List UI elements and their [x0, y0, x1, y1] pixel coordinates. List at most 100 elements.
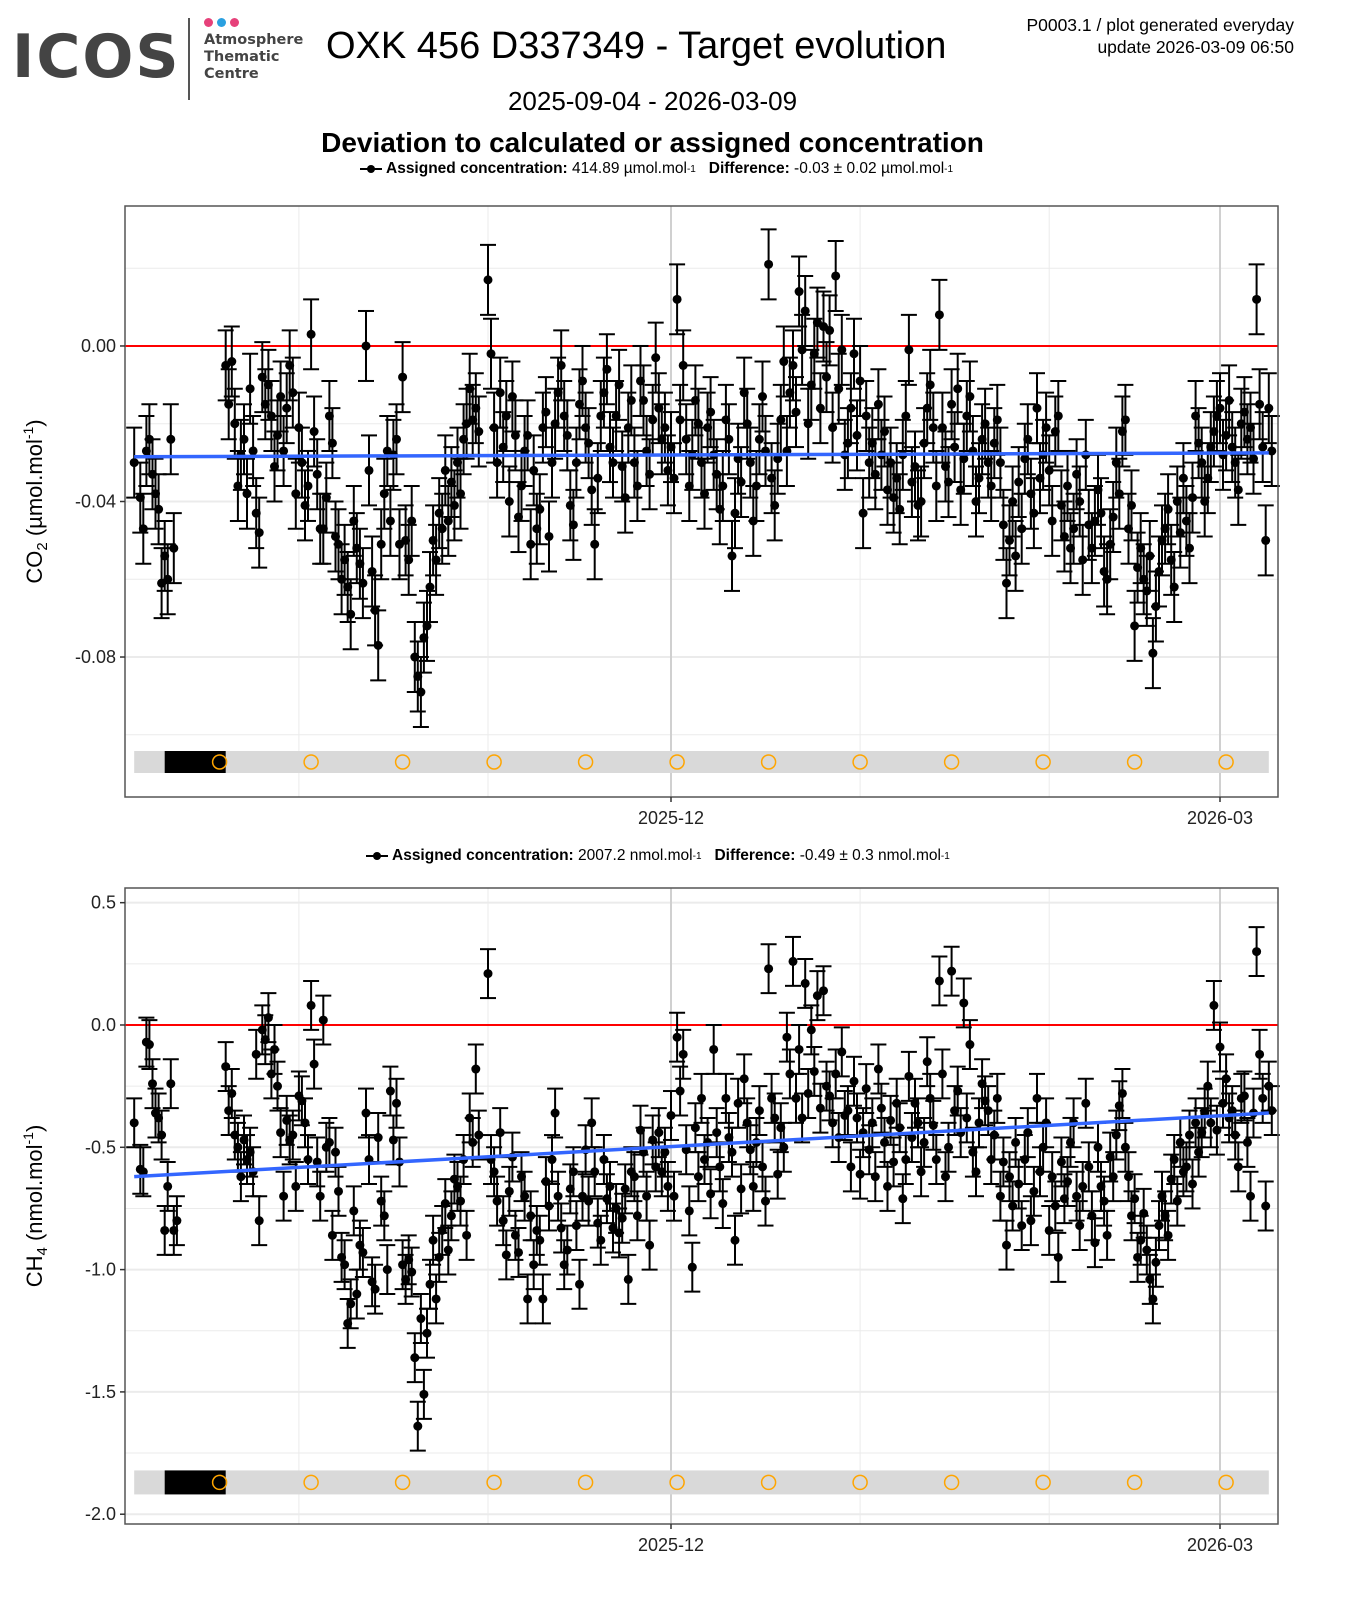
- point-marker: [373, 1133, 383, 1143]
- data-point: [800, 387, 817, 460]
- point-marker: [233, 1142, 243, 1152]
- data-point: [428, 523, 445, 596]
- data-point: [571, 1258, 588, 1310]
- data-point: [531, 473, 548, 546]
- point-marker: [562, 1245, 572, 1255]
- point-marker: [837, 345, 847, 355]
- point-marker: [239, 434, 249, 444]
- point-marker: [794, 287, 804, 297]
- data-point: [931, 955, 948, 1007]
- data-point: [1013, 1200, 1030, 1252]
- data-point: [791, 1023, 808, 1075]
- point-marker: [449, 500, 459, 510]
- point-marker: [273, 430, 282, 440]
- point-marker: [346, 609, 356, 619]
- point-marker: [1069, 524, 1079, 534]
- point-marker: [904, 345, 914, 355]
- logo-subtitle-line: Atmosphere: [204, 32, 304, 48]
- point-marker: [504, 497, 514, 506]
- point-marker: [1075, 1221, 1085, 1231]
- point-marker: [1127, 500, 1136, 510]
- point-marker: [553, 1191, 563, 1201]
- point-marker: [876, 1103, 886, 1113]
- data-point: [1022, 1195, 1039, 1247]
- trend-line: [134, 451, 1269, 459]
- point-marker: [1151, 1257, 1161, 1267]
- point-marker: [1178, 473, 1188, 483]
- point-marker: [800, 978, 810, 988]
- point-marker: [1163, 1230, 1173, 1240]
- point-marker: [1191, 1118, 1201, 1128]
- logo-dot: [204, 18, 213, 27]
- data-point: [620, 1253, 637, 1305]
- point-marker: [709, 1044, 719, 1054]
- data-point: [1160, 473, 1177, 546]
- point-marker: [919, 1137, 929, 1147]
- data-point: [656, 1126, 673, 1178]
- legend-unit-sup: -1: [692, 850, 702, 862]
- data-point: [833, 1026, 850, 1078]
- point-marker: [495, 388, 505, 398]
- data-point: [720, 403, 737, 476]
- point-marker: [770, 500, 780, 510]
- plot-meta: P0003.1 / plot generated everyday update…: [1026, 14, 1294, 58]
- point-marker: [748, 1181, 758, 1191]
- data-point: [1096, 1175, 1113, 1227]
- point-marker: [965, 392, 975, 402]
- point-marker: [937, 423, 947, 433]
- data-point: [641, 1219, 658, 1271]
- point-marker: [870, 1172, 880, 1182]
- data-point: [541, 1180, 557, 1232]
- data-point: [354, 547, 371, 620]
- point-marker: [895, 504, 905, 514]
- point-marker: [1215, 403, 1225, 413]
- point-marker: [297, 458, 307, 468]
- data-point: [855, 477, 872, 550]
- point-marker: [660, 1147, 670, 1157]
- chart-subtitle: Deviation to calculated or assigned conc…: [321, 127, 984, 158]
- point-marker: [1032, 403, 1042, 413]
- y-tick-label: 0.00: [81, 336, 116, 356]
- point-marker: [895, 1123, 905, 1133]
- x-tick-label: 2025-12: [638, 808, 704, 828]
- point-marker: [1032, 1093, 1042, 1103]
- data-point: [162, 1058, 179, 1110]
- point-marker: [340, 1260, 350, 1270]
- data-point: [891, 473, 908, 546]
- status-marker: [1126, 1474, 1143, 1491]
- data-point: [483, 317, 499, 390]
- data-point: [943, 368, 960, 441]
- point-marker: [654, 1128, 664, 1138]
- data-point: [510, 1227, 527, 1278]
- status-marker: [577, 754, 594, 770]
- point-marker: [1258, 1093, 1268, 1103]
- point-marker: [364, 465, 374, 475]
- point-marker: [419, 1389, 429, 1399]
- y-tick-label: -2.0: [85, 1504, 116, 1524]
- data-point: [367, 1263, 384, 1315]
- point-marker: [1090, 1238, 1100, 1248]
- data-point: [254, 341, 271, 414]
- point-marker: [666, 1110, 676, 1120]
- data-point: [467, 1043, 484, 1095]
- status-marker: [669, 754, 685, 770]
- data-point: [388, 1077, 405, 1129]
- point-marker: [986, 481, 996, 491]
- point-marker: [242, 489, 252, 499]
- x-tick-label: 2026-03: [1187, 1535, 1253, 1555]
- point-marker: [248, 446, 258, 456]
- point-marker: [376, 539, 386, 549]
- point-marker: [291, 489, 301, 499]
- point-marker: [745, 458, 755, 468]
- data-point: [928, 1134, 945, 1185]
- data-point: [693, 1072, 710, 1124]
- point-marker: [959, 454, 969, 464]
- data-point: [998, 547, 1015, 620]
- point-marker: [1056, 1157, 1066, 1167]
- point-marker: [1239, 1091, 1249, 1101]
- data-point: [260, 992, 277, 1044]
- point-marker: [575, 1279, 584, 1289]
- point-marker: [169, 543, 179, 553]
- data-point: [1193, 426, 1210, 499]
- point-marker: [745, 1145, 755, 1155]
